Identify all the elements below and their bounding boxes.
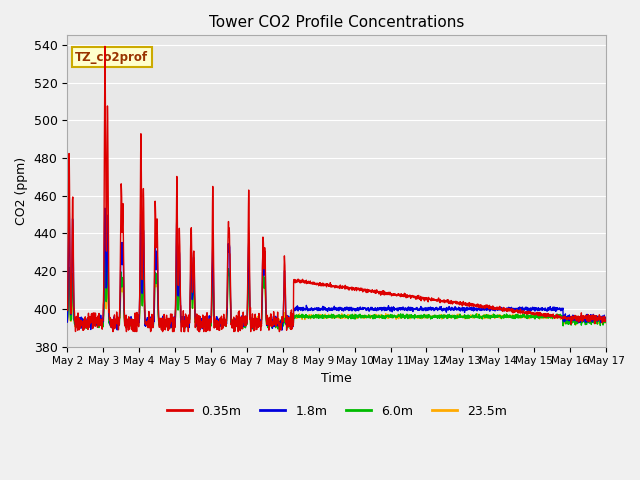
Legend: 0.35m, 1.8m, 6.0m, 23.5m: 0.35m, 1.8m, 6.0m, 23.5m [162, 400, 512, 423]
Text: TZ_co2prof: TZ_co2prof [76, 51, 148, 64]
Y-axis label: CO2 (ppm): CO2 (ppm) [15, 157, 28, 225]
Title: Tower CO2 Profile Concentrations: Tower CO2 Profile Concentrations [209, 15, 465, 30]
X-axis label: Time: Time [321, 372, 352, 385]
